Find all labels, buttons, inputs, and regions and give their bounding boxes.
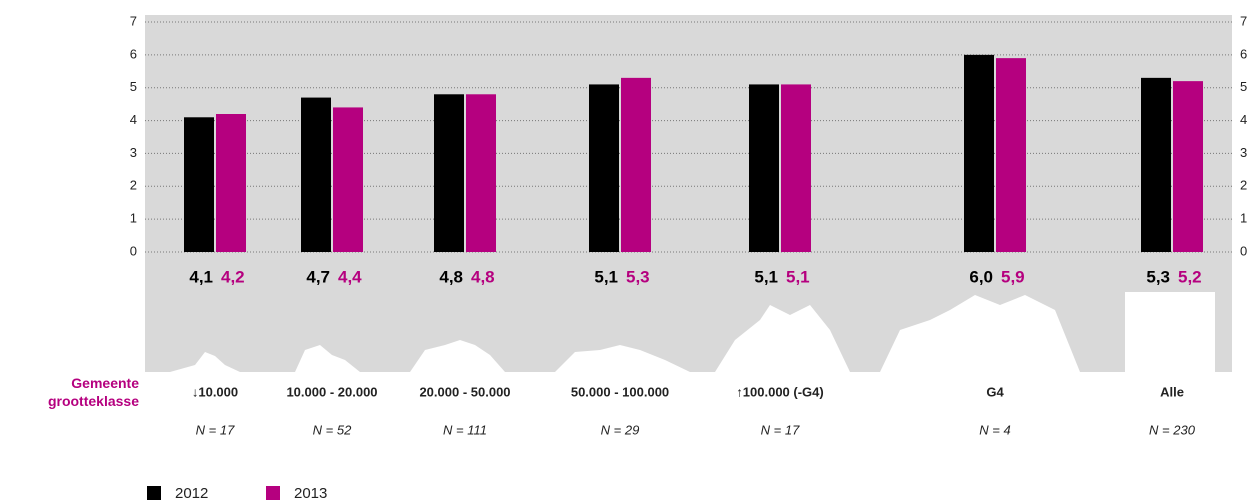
legend-swatch xyxy=(147,486,161,500)
n-label: N = 4 xyxy=(979,422,1010,437)
bar xyxy=(621,77,651,252)
bar xyxy=(996,58,1026,253)
bar xyxy=(466,94,496,253)
y-tick-label: 2 xyxy=(130,178,137,193)
bar xyxy=(434,94,464,253)
value-label: 4,4 xyxy=(338,267,362,286)
bar xyxy=(1173,81,1203,253)
legend-label: 2013 xyxy=(294,485,327,502)
x-tick-label: G4 xyxy=(986,384,1004,399)
x-tick-label: 20.000 - 50.000 xyxy=(419,384,510,399)
bar xyxy=(216,114,246,252)
value-label: 4,2 xyxy=(221,267,245,286)
y2-tick-label: 6 xyxy=(1240,46,1247,61)
n-label: N = 17 xyxy=(196,422,235,437)
skyline xyxy=(170,292,1215,372)
y-tick-label: 4 xyxy=(130,112,137,127)
bar xyxy=(781,84,811,252)
value-label: 5,3 xyxy=(626,267,650,286)
value-label: 4,7 xyxy=(306,267,330,286)
y2-tick-label: 1 xyxy=(1240,211,1247,226)
n-label: N = 111 xyxy=(443,422,487,437)
value-label: 4,1 xyxy=(189,267,213,286)
legend-swatch xyxy=(266,486,280,500)
bar xyxy=(301,97,331,252)
y-tick-label: 6 xyxy=(130,46,137,61)
x-tick-label: 10.000 - 20.000 xyxy=(286,384,377,399)
value-label: 6,0 xyxy=(969,267,993,286)
bar xyxy=(749,84,779,252)
y2-tick-label: 3 xyxy=(1240,145,1247,160)
x-tick-label: ↓10.000 xyxy=(192,384,238,399)
value-label: 4,8 xyxy=(471,267,495,286)
bar xyxy=(589,84,619,252)
y-tick-label: 0 xyxy=(130,243,137,258)
x-axis-title: Gemeente grootteklasse xyxy=(48,375,139,409)
legend-label: 2012 xyxy=(175,485,208,502)
y2-tick-label: 4 xyxy=(1240,112,1247,127)
y-tick-label: 7 xyxy=(130,13,137,28)
n-label: N = 230 xyxy=(1149,422,1196,437)
y2-tick-label: 7 xyxy=(1240,13,1247,28)
y2-tick-label: 5 xyxy=(1240,79,1247,94)
y2-tick-label: 2 xyxy=(1240,178,1247,193)
bar xyxy=(964,54,994,252)
y-tick-label: 3 xyxy=(130,145,137,160)
bar xyxy=(1141,77,1171,252)
n-label: N = 17 xyxy=(761,422,800,437)
value-label: 5,1 xyxy=(594,267,618,286)
value-label: 5,3 xyxy=(1146,267,1170,286)
value-label: 5,2 xyxy=(1178,267,1202,286)
x-tick-label: ↑100.000 (-G4) xyxy=(736,384,823,399)
n-label: N = 29 xyxy=(601,422,640,437)
y-tick-label: 1 xyxy=(130,211,137,226)
y2-tick-label: 0 xyxy=(1240,243,1247,258)
value-label: 5,1 xyxy=(754,267,778,286)
value-label: 5,9 xyxy=(1001,267,1025,286)
bar xyxy=(333,107,363,252)
value-label: 5,1 xyxy=(786,267,810,286)
x-tick-label: 50.000 - 100.000 xyxy=(571,384,669,399)
y-tick-label: 5 xyxy=(130,79,137,94)
x-tick-label: Alle xyxy=(1160,384,1184,399)
n-label: N = 52 xyxy=(313,422,352,437)
bar xyxy=(184,117,214,253)
value-label: 4,8 xyxy=(439,267,463,286)
